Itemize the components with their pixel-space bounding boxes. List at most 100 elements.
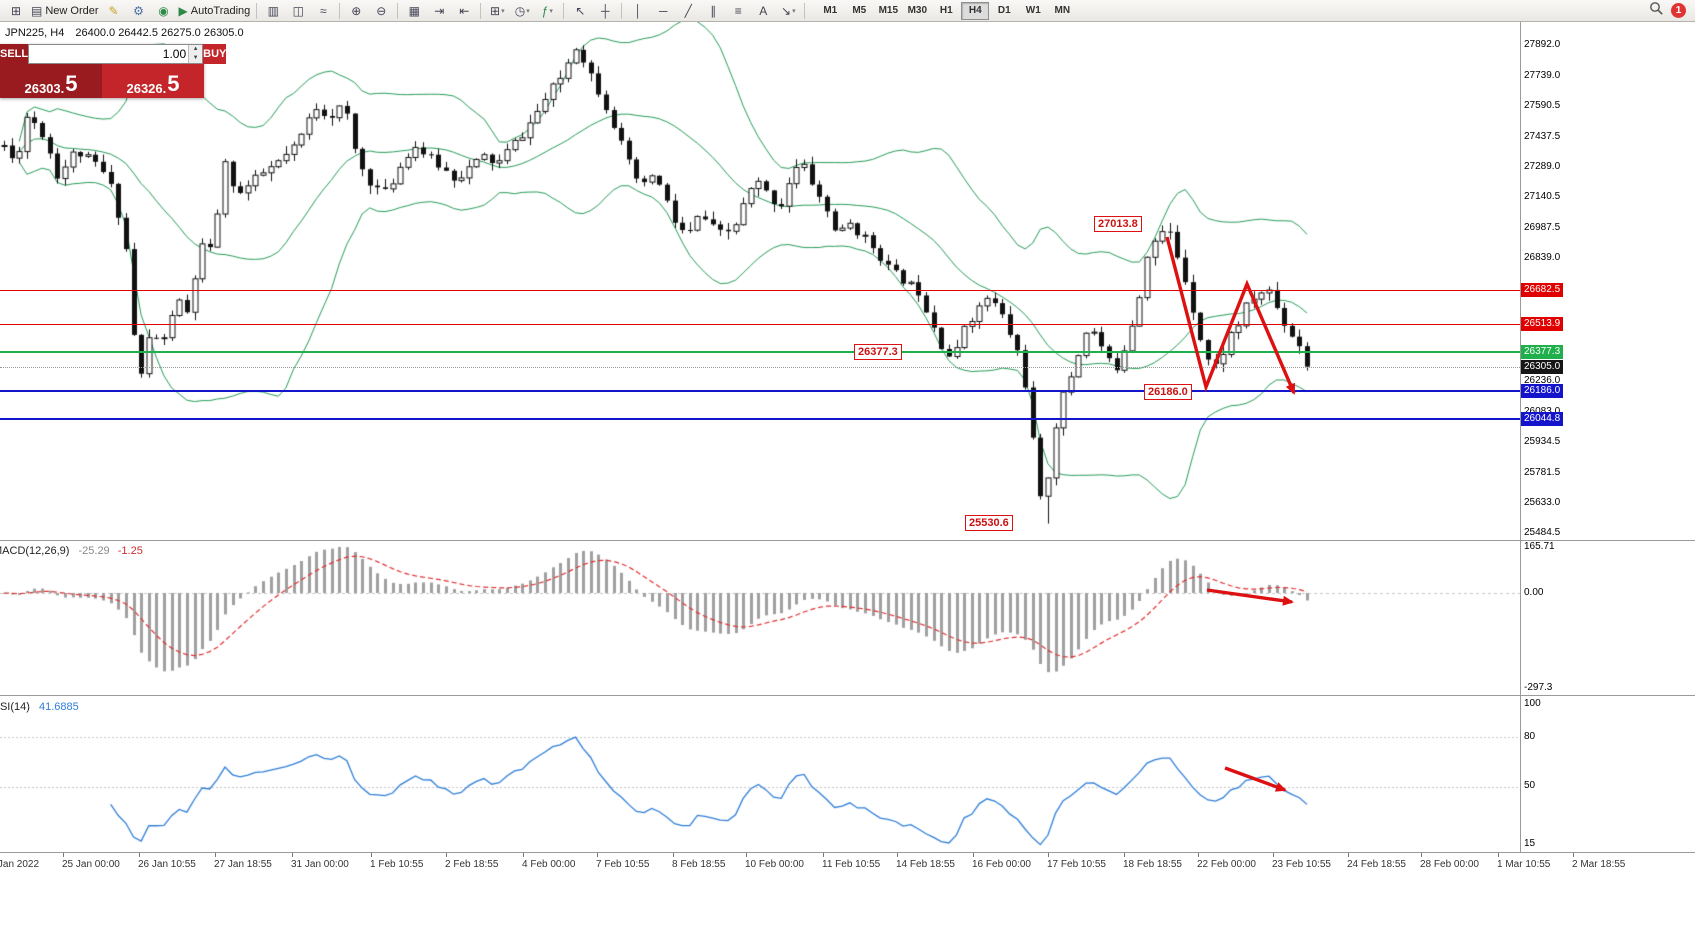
fibonacci-button[interactable]: ≡ [726,2,750,20]
text-button[interactable]: A [751,2,775,20]
timeframe-m1-button[interactable]: M1 [823,5,838,16]
autotrading-button[interactable]: ▶ AutoTrading [177,2,253,20]
panel-separator[interactable] [0,695,1695,696]
indicators-button[interactable]: ƒ ▾ [535,2,559,20]
timeframe-h1-button[interactable]: H1 [939,5,953,16]
timeframe-w1-button[interactable]: W1 [1025,5,1041,16]
search-icon[interactable] [1649,1,1664,21]
ohlc-values: 26400.0 26442.5 26275.0 26305.0 [75,27,244,39]
horizontal-line-button[interactable]: ─ [651,2,675,20]
price-scale-border [1520,22,1521,853]
timeframe-m5-button[interactable]: M5 [852,5,867,16]
toolbar-separator [804,2,806,19]
volume-decrease-button[interactable]: ▼ [189,54,203,63]
auto-scroll-button[interactable]: ⇥ [427,2,451,20]
timeframe-h4-button[interactable]: H4 [961,1,990,20]
new-order-icon: ▤ [31,3,43,18]
time-tick [1048,853,1049,857]
time-label: 2 Mar 18:55 [1572,859,1626,870]
time-tick [292,853,293,857]
horizontal-line-26305[interactable] [0,367,1520,368]
rsi-value: 41.6885 [38,701,79,713]
horizontal-line-26682.5[interactable] [0,290,1520,291]
buy-price: 26326. [126,81,167,96]
time-label: 22 Feb 00:00 [1197,859,1256,870]
macd-scale-label: 0.00 [1524,587,1544,598]
price-scale-label: 27892.0 [1524,39,1561,50]
new-chart-button[interactable]: ⊞ ▾ [485,2,509,20]
channel-button[interactable]: ∥ [701,2,725,20]
community-button[interactable]: ◉ [152,2,176,20]
panel-separator[interactable] [0,540,1695,541]
sell-button[interactable]: 26303. 5 [0,64,102,98]
rsi-canvas[interactable] [0,697,1520,852]
time-tick [63,853,64,857]
price-scale-label: 27140.5 [1524,191,1561,202]
auto-scroll-icon: ⇥ [434,3,445,18]
options-button[interactable]: ⚙ [127,2,151,20]
cursor-button[interactable]: ↖ [568,2,592,20]
price-scale-label: 26044.8 [1521,412,1564,426]
time-tick [1198,853,1199,857]
notification-badge[interactable]: 1 [1671,3,1686,18]
macd-scale-label: 165.71 [1524,541,1555,552]
volume-input[interactable] [29,45,189,63]
metaeditor-icon: ✎ [108,3,119,18]
time-label: 23 Feb 10:55 [1272,859,1331,870]
time-tick [1573,853,1574,857]
symbol-period-label: JPN225, H4 [5,27,65,39]
time-label: 24 Feb 18:55 [1347,859,1406,870]
time-label: 8 Feb 18:55 [672,859,726,870]
metaeditor-button[interactable]: ✎ [102,2,126,20]
periods-button[interactable]: ◷ ▾ [510,2,534,20]
volume-increase-button[interactable]: ▲ [189,45,203,54]
price-scale-label: 27289.0 [1524,161,1561,172]
zoom-out-button[interactable]: ⊖ [369,2,393,20]
time-label: 4 Feb 00:00 [522,859,576,870]
one-click-trading-panel[interactable]: SELL ▲ ▼ BUY 26303.5 26326.5 [0,44,227,98]
arrows-button[interactable]: ↘ ▾ [776,2,800,20]
timeframe-m15-button[interactable]: M15 [878,5,899,16]
zoom-in-button[interactable]: ⊕ [344,2,368,20]
candlestick-type-icon: ◫ [292,3,304,18]
new-order-label: New Order [45,4,99,17]
macd-canvas[interactable] [0,541,1520,695]
price-scale-label: 26186.0 [1521,384,1564,398]
time-label: 2 Feb 18:55 [445,859,499,870]
horizontal-line-26377.3[interactable] [0,351,1520,353]
timeframe-m30-button[interactable]: M30 [907,5,928,16]
chart-header: JPN225, H4 26400.0 26442.5 26275.0 26305… [5,27,244,39]
crosshair-button[interactable]: ┼ [593,2,617,20]
chart-window-button[interactable]: ⊞ [4,2,28,20]
timeframe-mn-button[interactable]: MN [1054,5,1071,16]
price-scale-label: 26377.3 [1521,345,1564,359]
macd-scale-label: -297.3 [1524,682,1553,693]
horizontal-line-26186[interactable] [0,390,1520,392]
chart-shift-button[interactable]: ⇤ [452,2,476,20]
new-order-button[interactable]: ▤ New Order [29,2,101,20]
horizontal-line-26513.9[interactable] [0,324,1520,325]
horizontal-line-26044.8[interactable] [0,418,1520,420]
vertical-line-button[interactable]: │ [626,2,650,20]
time-axis[interactable]: 25 Jan 2022 25 Jan 00:00 26 Jan 10:55 27 Ja… [0,853,1695,948]
time-tick [897,853,898,857]
time-tick [973,853,974,857]
buy-label: BUY [203,44,227,64]
price-scale-label: 27590.5 [1524,100,1561,111]
tile-windows-button[interactable]: ▦ [402,2,426,20]
price-chart-canvas[interactable] [0,22,1520,540]
toolbar-separator [339,2,341,19]
autotrading-label: AutoTrading [190,4,251,17]
bar-chart-type-button[interactable]: ▥ [261,2,285,20]
price-annotation[interactable]: 26377.3 [854,344,902,360]
trendline-button[interactable]: ╱ [676,2,700,20]
buy-button[interactable]: 26326. 5 [102,64,204,98]
macd-header: MACD(12,26,9) -25.29 -1.25 [0,545,143,557]
line-chart-type-button[interactable]: ≈ [311,2,335,20]
timeframe-d1-button[interactable]: D1 [997,5,1011,16]
candlestick-type-button[interactable]: ◫ [286,2,310,20]
price-annotation[interactable]: 26186.0 [1144,384,1192,400]
sell-price: 26303. [24,81,65,96]
price-annotation[interactable]: 25530.6 [965,515,1013,531]
price-annotation[interactable]: 27013.8 [1094,216,1142,232]
